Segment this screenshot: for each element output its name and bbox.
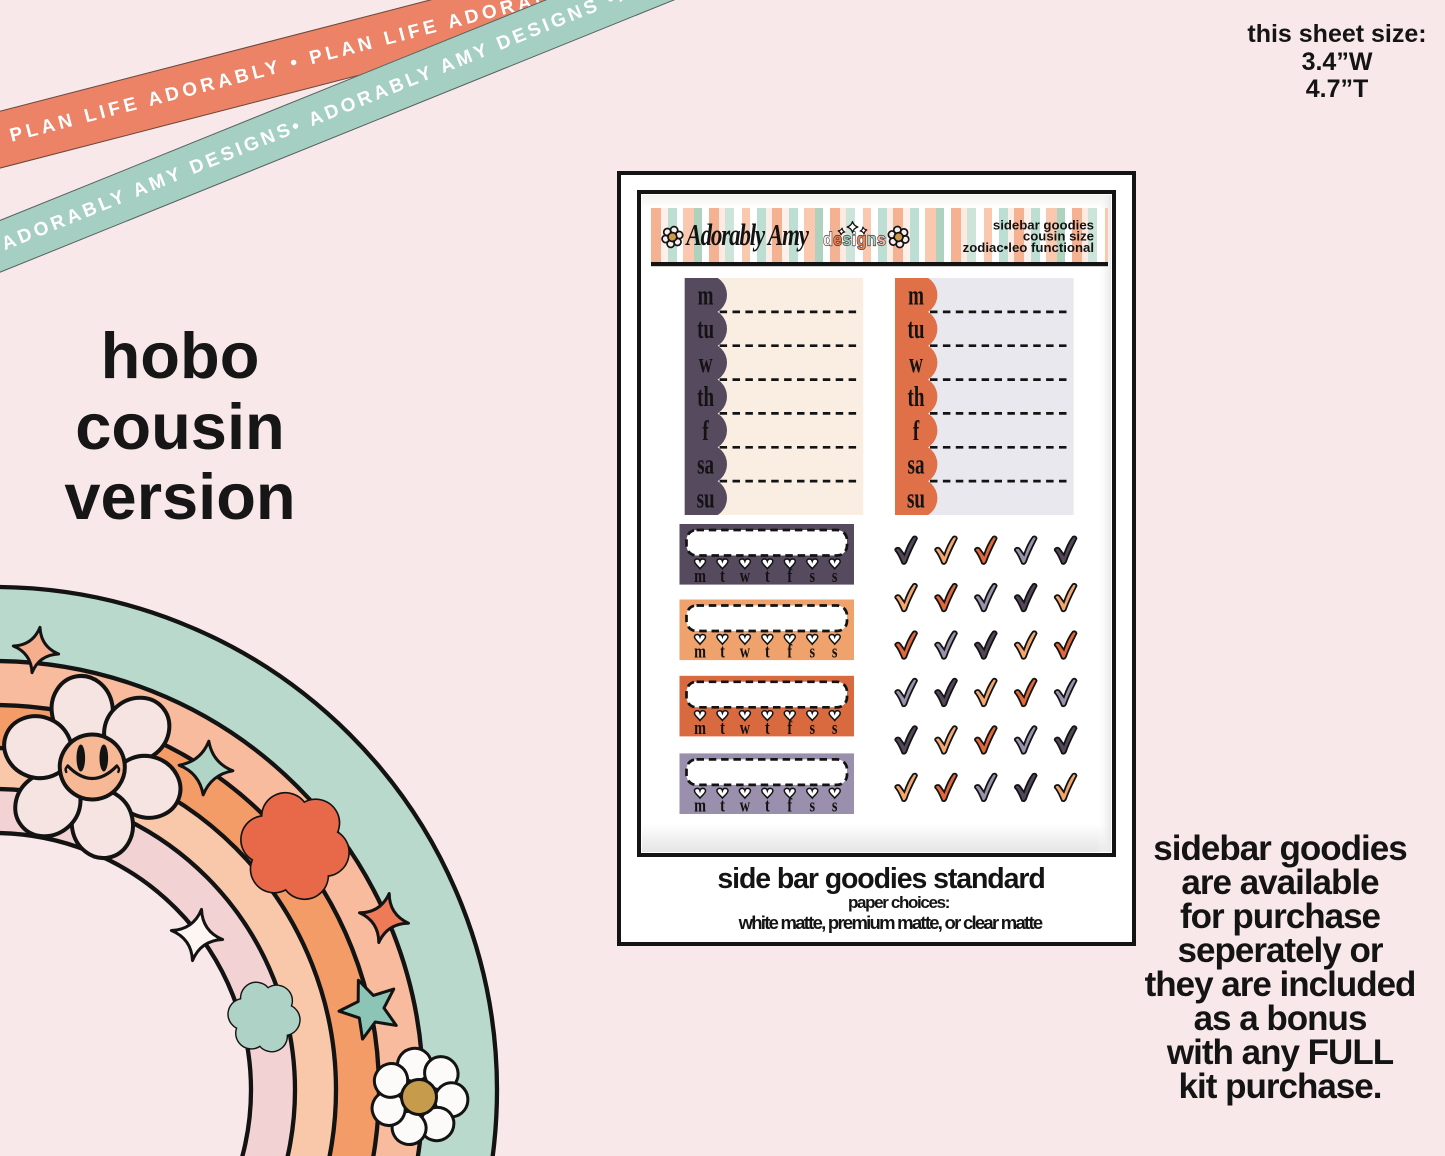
svg-text:t: t (720, 641, 725, 662)
svg-text:th: th (697, 383, 714, 413)
svg-text:s: s (809, 641, 815, 662)
svg-text:designs: designs (823, 228, 886, 249)
svg-text:s: s (809, 565, 815, 586)
svg-text:s: s (832, 565, 838, 586)
svg-text:w: w (740, 794, 751, 815)
svg-text:m: m (694, 794, 706, 815)
svg-text:w: w (740, 641, 751, 662)
svg-text:m: m (694, 565, 706, 586)
svg-text:f: f (913, 416, 920, 446)
svg-text:sidebar goodies: sidebar goodies (993, 217, 1094, 232)
svg-text:m: m (694, 717, 706, 738)
svg-text:zodiac•leo functional: zodiac•leo functional (963, 240, 1094, 255)
svg-text:t: t (765, 565, 770, 586)
svg-text:s: s (832, 641, 838, 662)
svg-text:t: t (765, 717, 770, 738)
svg-text:m: m (908, 281, 924, 311)
svg-text:su: su (697, 484, 715, 514)
svg-text:w: w (909, 349, 923, 379)
svg-text:cousin size: cousin size (1023, 229, 1094, 244)
svg-text:sa: sa (908, 450, 925, 480)
svg-text:tu: tu (697, 315, 714, 345)
svg-text:f: f (787, 565, 792, 586)
svg-text:t: t (720, 717, 725, 738)
svg-text:s: s (809, 717, 815, 738)
svg-text:t: t (765, 641, 770, 662)
svg-text:m: m (698, 281, 714, 311)
svg-text:f: f (702, 416, 709, 446)
svg-text:m: m (694, 641, 706, 662)
svg-text:s: s (809, 794, 815, 815)
svg-text:Adorably Amy: Adorably Amy (685, 218, 810, 252)
svg-text:s: s (832, 717, 838, 738)
svg-text:sa: sa (697, 450, 714, 480)
svg-text:f: f (787, 717, 792, 738)
svg-text:f: f (787, 794, 792, 815)
svg-text:su: su (907, 484, 925, 514)
svg-text:t: t (720, 794, 725, 815)
svg-text:f: f (787, 641, 792, 662)
svg-text:s: s (832, 794, 838, 815)
svg-text:tu: tu (908, 315, 925, 345)
svg-text:t: t (720, 565, 725, 586)
svg-text:w: w (699, 349, 713, 379)
svg-text:th: th (908, 383, 925, 413)
svg-text:t: t (765, 794, 770, 815)
svg-text:w: w (740, 717, 751, 738)
svg-text:w: w (740, 565, 751, 586)
